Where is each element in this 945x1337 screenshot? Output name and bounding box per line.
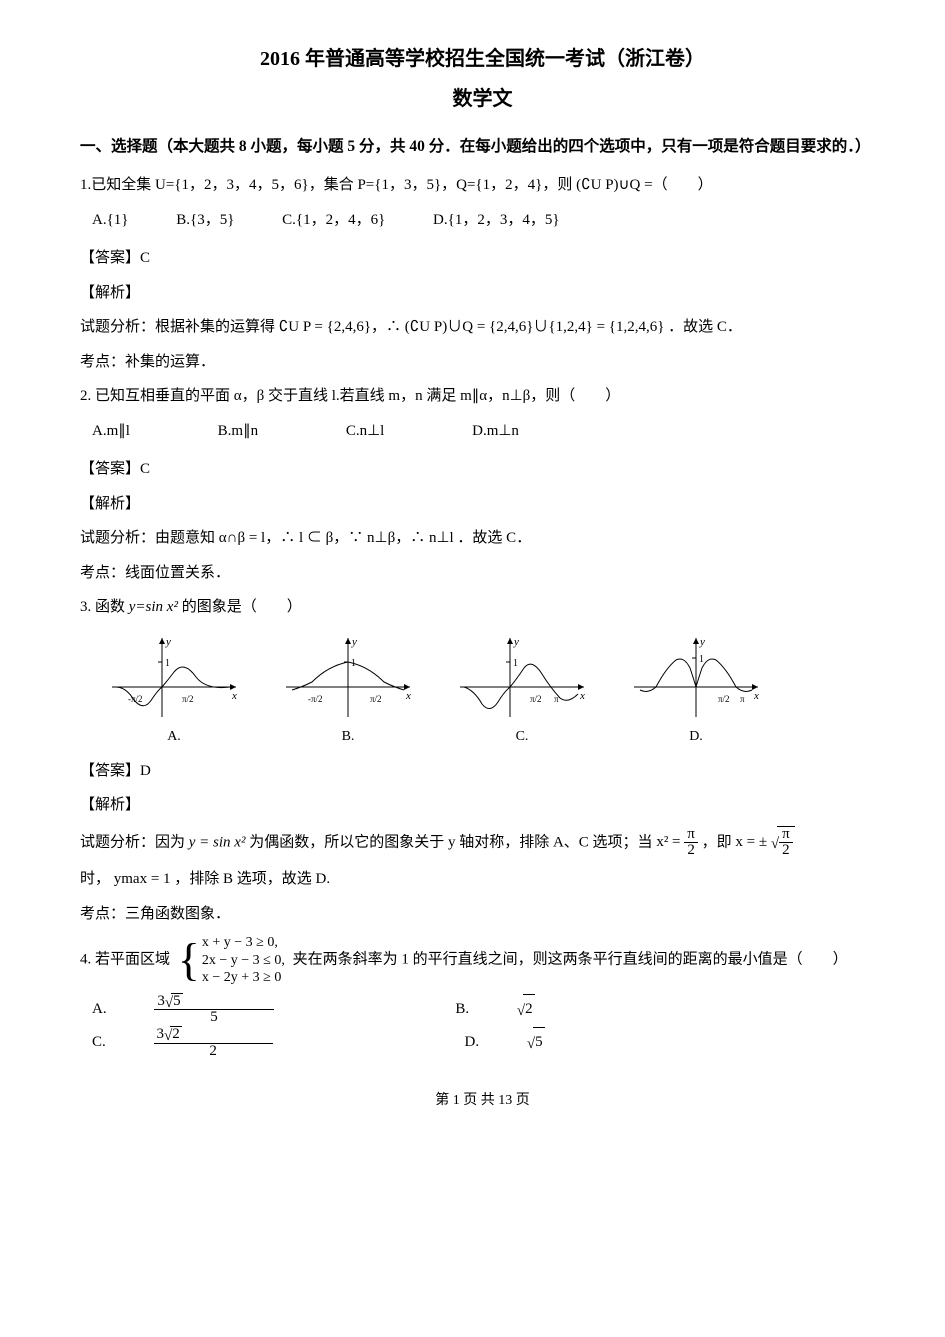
svg-text:y: y xyxy=(351,636,357,648)
q4-opt-d: D. 5 xyxy=(465,1027,633,1057)
q4-system: { x + y − 3 ≥ 0, 2x − y − 3 ≤ 0, x − 2y … xyxy=(178,934,285,987)
q3-graph-c: y x 1 π/2 π C. xyxy=(452,632,592,751)
q2-opt-c: C.n⊥l xyxy=(346,417,385,446)
section-1-heading: 一、选择题（本大题共 8 小题，每小题 5 分，共 40 分．在每小题给出的四个… xyxy=(80,132,885,161)
q4-stem-suffix: 夹在两条斜率为 1 的平行直线之间，则这两条平行直线间的距离的最小值是（ ） xyxy=(293,952,848,968)
q4-opt-c: C. 322 xyxy=(92,1026,361,1060)
q3-explain-line2: 时， ymax = 1 ，排除 B 选项，故选 D. xyxy=(80,865,885,894)
svg-text:1: 1 xyxy=(513,658,518,669)
svg-text:-π/2: -π/2 xyxy=(128,694,143,704)
q1-opt-d: D.{1，2，3，4，5} xyxy=(433,206,559,235)
q2-options: A.m∥l B.m∥n C.n⊥l D.m⊥n xyxy=(92,417,885,446)
q1-explain: 试题分析：根据补集的运算得 ∁U P = {2,4,6}，∴ (∁U P)∪Q … xyxy=(80,313,885,342)
q1-stem: 1.已知全集 U={1，2，3，4，5，6}，集合 P={1，3，5}，Q={1… xyxy=(80,171,885,200)
q3-stem-prefix: 3. 函数 xyxy=(80,599,129,615)
q3-graphs: y x 1 -π/2 π/2 A. y x 1 -π/2 π/2 B. xyxy=(104,632,885,751)
q1-options: A.{1} B.{3，5} C.{1，2，4，6} D.{1，2，3，4，5} xyxy=(92,206,885,235)
q3-graph-a: y x 1 -π/2 π/2 A. xyxy=(104,632,244,751)
svg-text:-π/2: -π/2 xyxy=(308,694,323,704)
q4-c-label: C. xyxy=(92,1028,106,1057)
svg-text:x: x xyxy=(405,690,411,702)
q2-explain: 试题分析：由题意知 α∩β = l，∴ l ⊂ β，∵ n⊥β，∴ n⊥l ．故… xyxy=(80,524,885,553)
q3-answer: 【答案】D xyxy=(80,757,885,786)
q3-exp-frac2: x = ± π2 xyxy=(735,834,794,850)
q4-sys-line2: 2x − y − 3 ≤ 0, xyxy=(202,952,285,970)
page-footer: 第 1 页 共 13 页 xyxy=(80,1088,885,1115)
q4-options: A. 355 B. 2 C. 322 D. 5 xyxy=(92,993,885,1060)
q4-stem: 4. 若平面区域 { x + y − 3 ≥ 0, 2x − y − 3 ≤ 0… xyxy=(80,934,885,987)
svg-text:1: 1 xyxy=(699,654,704,665)
q4-b-label: B. xyxy=(455,995,469,1024)
q1-opt-a: A.{1} xyxy=(92,206,128,235)
q1-topic: 考点：补集的运算． xyxy=(80,348,885,377)
svg-text:π/2: π/2 xyxy=(530,694,542,704)
q4-opt-b: B. 2 xyxy=(455,994,622,1024)
q1-explain-head: 【解析】 xyxy=(80,279,885,308)
q3-exp-a: 试题分析：因为 xyxy=(80,834,189,850)
q3-topic: 考点：三角函数图象． xyxy=(80,900,885,929)
q4-stem-prefix: 4. 若平面区域 xyxy=(80,952,174,968)
q2-topic: 考点：线面位置关系． xyxy=(80,559,885,588)
svg-text:1: 1 xyxy=(165,658,170,669)
q2-answer: 【答案】C xyxy=(80,455,885,484)
q3-explain-line1: 试题分析：因为 y = sin x² 为偶函数，所以它的图象关于 y 轴对称，排… xyxy=(80,826,885,860)
svg-text:π: π xyxy=(740,694,745,704)
q3-graph-c-label: C. xyxy=(452,724,592,751)
q1-answer: 【答案】C xyxy=(80,244,885,273)
q3-graph-d: y x 1 π/2 π D. xyxy=(626,632,766,751)
left-brace-icon: { xyxy=(178,937,200,983)
q2-opt-a: A.m∥l xyxy=(92,417,130,446)
q3-graph-b: y x 1 -π/2 π/2 B. xyxy=(278,632,418,751)
q3-graph-b-label: B. xyxy=(278,724,418,751)
q3-exp-formula: y = sin x² xyxy=(189,834,246,850)
svg-text:π/2: π/2 xyxy=(182,694,194,704)
q3-stem-formula: y=sin x² xyxy=(129,599,178,615)
svg-text:y: y xyxy=(513,636,519,648)
doc-title: 2016 年普通高等学校招生全国统一考试（浙江卷） xyxy=(80,40,885,78)
q3-stem: 3. 函数 y=sin x² 的图象是（ ） xyxy=(80,593,885,622)
q3-exp-b: 为偶函数，所以它的图象关于 y 轴对称，排除 A、C 选项；当 xyxy=(249,834,656,850)
svg-text:y: y xyxy=(165,636,171,648)
svg-text:π/2: π/2 xyxy=(718,694,730,704)
q4-opt-a: A. 355 xyxy=(92,993,362,1027)
doc-subtitle: 数学文 xyxy=(80,80,885,118)
svg-text:y: y xyxy=(699,636,705,648)
svg-text:x: x xyxy=(753,690,759,702)
q1-opt-b: B.{3，5} xyxy=(176,206,234,235)
q2-opt-d: D.m⊥n xyxy=(472,417,519,446)
q2-explain-head: 【解析】 xyxy=(80,490,885,519)
q4-sys-line3: x − 2y + 3 ≥ 0 xyxy=(202,969,285,987)
q4-d-label: D. xyxy=(465,1028,480,1057)
q3-exp-c: ，即 xyxy=(702,834,736,850)
q3-explain-head: 【解析】 xyxy=(80,791,885,820)
q4-a-label: A. xyxy=(92,995,107,1024)
q2-stem: 2. 已知互相垂直的平面 α，β 交于直线 l.若直线 m，n 满足 m∥α，n… xyxy=(80,382,885,411)
svg-text:π/2: π/2 xyxy=(370,694,382,704)
q3-graph-a-label: A. xyxy=(104,724,244,751)
q1-opt-c: C.{1，2，4，6} xyxy=(282,206,385,235)
q3-stem-suffix: 的图象是（ ） xyxy=(182,599,302,615)
q3-exp-frac1: x² = π2 xyxy=(656,834,698,850)
q2-opt-b: B.m∥n xyxy=(218,417,258,446)
svg-text:x: x xyxy=(579,690,585,702)
q3-graph-d-label: D. xyxy=(626,724,766,751)
q4-sys-line1: x + y − 3 ≥ 0, xyxy=(202,934,285,952)
svg-text:x: x xyxy=(231,690,237,702)
